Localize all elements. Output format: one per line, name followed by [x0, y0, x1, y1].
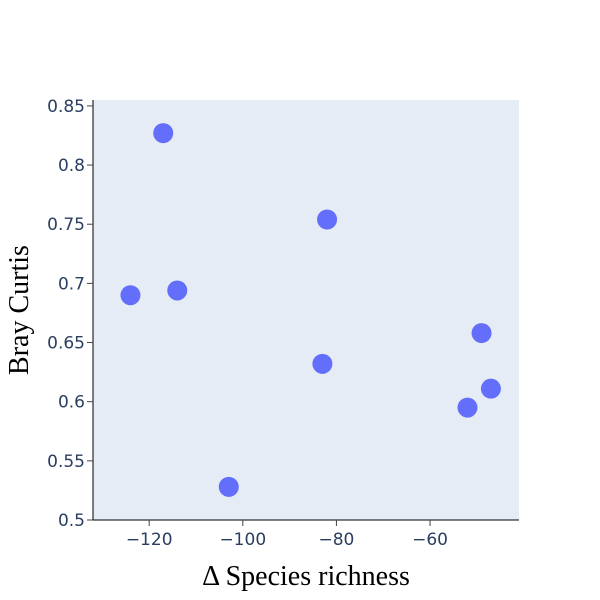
data-point-5 — [471, 323, 492, 344]
y-tick-label: 0.8 — [58, 156, 85, 176]
y-tick-label: 0.5 — [58, 511, 85, 531]
y-tick-label: 0.55 — [47, 452, 85, 472]
x-axis-title: Δ Species richness — [202, 561, 410, 592]
x-tick-label: −100 — [219, 530, 266, 550]
y-axis-ticks: 0.5 0.55 0.6 0.65 0.7 0.75 0.8 0.85 — [47, 97, 93, 531]
x-tick-label: −60 — [412, 530, 448, 550]
data-point-8 — [457, 397, 478, 418]
data-points — [120, 123, 501, 497]
data-point-7 — [480, 378, 501, 399]
y-tick-label: 0.65 — [47, 334, 85, 354]
data-point-1 — [153, 123, 174, 144]
data-point-9 — [218, 476, 239, 497]
y-tick-label: 0.75 — [47, 215, 85, 235]
y-tick-label: 0.85 — [47, 97, 85, 117]
y-tick-label: 0.7 — [58, 274, 85, 294]
data-point-3 — [120, 285, 141, 306]
data-point-6 — [312, 353, 333, 374]
y-tick-label: 0.6 — [58, 393, 85, 413]
data-point-4 — [167, 280, 188, 301]
plot-area — [93, 100, 519, 520]
y-axis-title: Bray Curtis — [4, 245, 35, 375]
data-point-2 — [317, 209, 338, 230]
x-tick-label: −80 — [318, 530, 354, 550]
x-axis-ticks: −120 −100 −80 −60 — [126, 520, 448, 550]
x-tick-label: −120 — [126, 530, 173, 550]
